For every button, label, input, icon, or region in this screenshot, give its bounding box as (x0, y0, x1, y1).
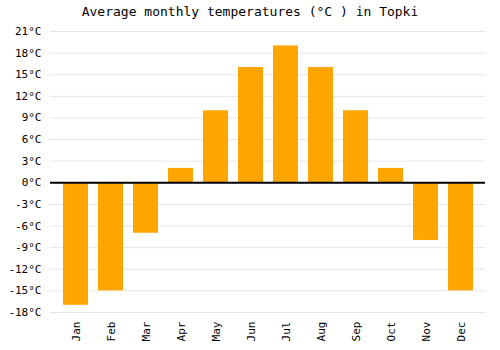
svg-text:9°C: 9°C (22, 111, 42, 124)
html-text:Average monthly temperatures (: Average monthly temperatures (°C ) in To… (81, 4, 419, 19)
svg-text:15°C: 15°C (15, 68, 42, 81)
svg-text:12°C: 12°C (15, 90, 42, 103)
svg-text:-18°C: -18°C (8, 306, 41, 319)
svg-text:Jan: Jan (70, 322, 83, 342)
svg-text:Sep: Sep (350, 322, 363, 342)
svg-text:Dec: Dec (455, 322, 468, 342)
svg-text:Feb: Feb (105, 322, 118, 342)
svg-text:Aug: Aug (315, 322, 328, 342)
svg-text:6°C: 6°C (22, 133, 42, 146)
svg-text:0°C: 0°C (22, 176, 42, 189)
svg-text:3°C: 3°C (22, 155, 42, 168)
svg-text:-9°C: -9°C (15, 241, 42, 254)
svg-text:Jul: Jul (280, 322, 293, 342)
svg-text:Jun: Jun (245, 322, 258, 342)
svg-text:Oct: Oct (385, 322, 398, 342)
svg-text:May: May (210, 321, 223, 341)
svg-text:-3°C: -3°C (15, 198, 42, 211)
svg-text:18°C: 18°C (15, 47, 42, 60)
svg-text:Apr: Apr (175, 321, 188, 341)
svg-text:-6°C: -6°C (15, 220, 42, 233)
svg-text:21°C: 21°C (15, 25, 42, 38)
svg-text:-15°C: -15°C (8, 284, 41, 297)
svg-text:-12°C: -12°C (8, 263, 41, 276)
svg-text:Nov: Nov (420, 321, 433, 341)
svg-text:Mar: Mar (140, 321, 153, 341)
